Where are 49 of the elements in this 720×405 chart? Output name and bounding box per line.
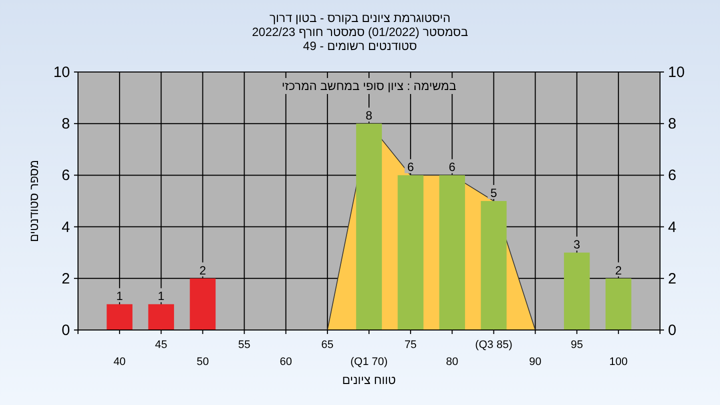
- x-tick-label: (Q1 70): [350, 356, 388, 368]
- bar: [356, 124, 382, 330]
- y2-tick-label: 10: [668, 64, 685, 81]
- y-tick-label: 10: [53, 64, 70, 81]
- bar: [398, 175, 424, 330]
- data-label: 3: [574, 238, 581, 252]
- x-tick-label: 95: [570, 339, 583, 351]
- data-label: 5: [490, 186, 498, 200]
- y2-tick-label: 0: [668, 322, 676, 339]
- data-label: 6: [448, 160, 456, 174]
- y2-tick-label: 6: [668, 167, 676, 184]
- bar: [439, 175, 466, 330]
- bar: [480, 201, 507, 330]
- x-tick-label: 55: [238, 339, 250, 351]
- data-label: 2: [615, 263, 622, 278]
- data-label: 8: [366, 108, 373, 123]
- y-tick-label: 4: [62, 218, 70, 236]
- x-tick-label: 65: [321, 339, 334, 351]
- data-label: 2: [199, 263, 206, 278]
- annotation: במשימה : ציון סופי במחשב המרכזי: [282, 79, 456, 93]
- x-tick-label: 80: [446, 356, 458, 368]
- x-tick-label: 100: [609, 356, 628, 368]
- y2-tick-label: 8: [668, 116, 676, 133]
- y2-tick-label: 4: [668, 218, 676, 236]
- x-tick-label: 50: [196, 356, 209, 368]
- chart-subtitle: בסמסטר (01/2022) סמסטר חורף 2022/23: [252, 25, 468, 39]
- x-tick-label: 40: [113, 356, 126, 368]
- x-tick-label: 90: [529, 356, 542, 368]
- bar: [606, 278, 632, 330]
- chart-title: היסטוגרמת ציונים בקורס - בטון דרוך: [270, 11, 450, 25]
- data-label: 6: [407, 160, 414, 174]
- bar: [564, 252, 590, 330]
- y-tick-label: 6: [62, 167, 70, 184]
- y-tick-label: 2: [62, 270, 70, 288]
- bar: [190, 278, 216, 330]
- x-axis-title: טווח ציונים: [342, 373, 396, 387]
- y-axis-title: מספר סטודנטים: [27, 160, 41, 242]
- bar: [106, 304, 132, 330]
- text: סטודנטים רשומים - 49: [303, 39, 418, 53]
- data-label: 1: [116, 289, 124, 304]
- y2-tick-label: 2: [668, 270, 676, 288]
- x-tick-label: 60: [280, 356, 292, 368]
- bar: [148, 304, 174, 330]
- y-tick-label: 0: [62, 322, 70, 339]
- y-tick-label: 8: [62, 116, 70, 133]
- data-label: 1: [158, 289, 165, 304]
- x-tick-label: 45: [155, 339, 168, 351]
- x-tick-label: (Q3 85): [475, 339, 512, 351]
- x-tick-label: 75: [404, 339, 417, 351]
